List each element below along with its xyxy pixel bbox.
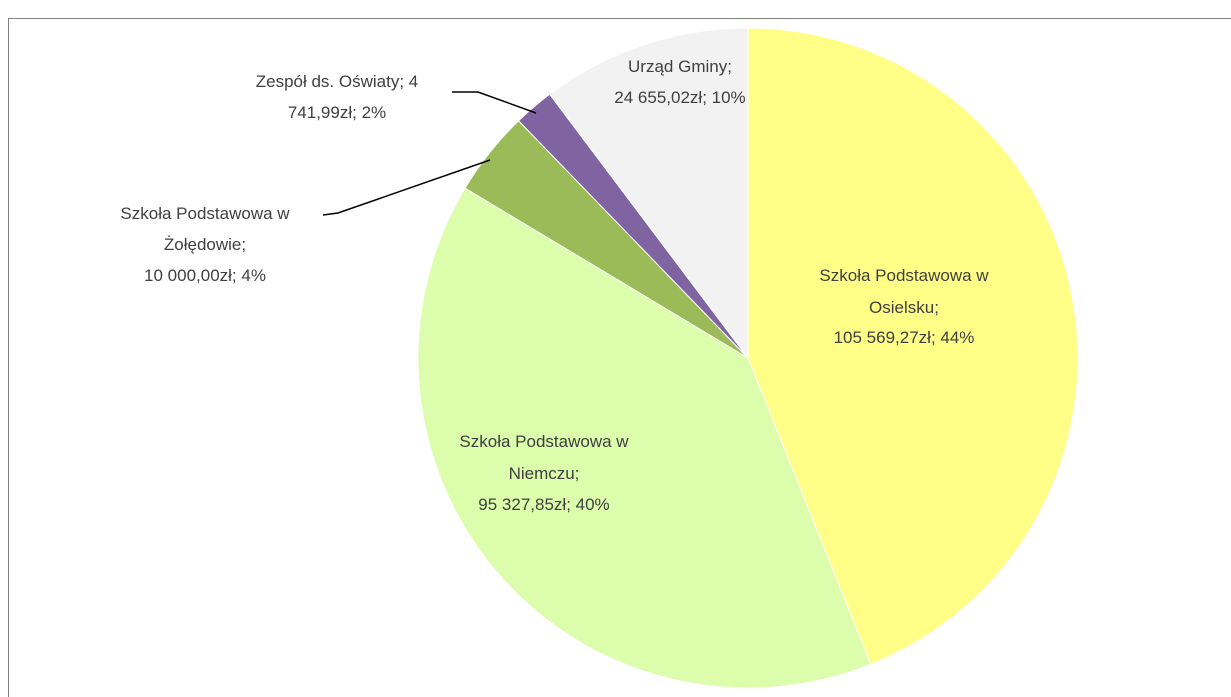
data-label: Szkoła Podstawowa w Osielsku; 105 569,27zł… [819,266,989,347]
data-label-line: 95 327,85zł; 40% [478,495,609,514]
data-label-line: 741,99zł; 2% [288,103,386,122]
pie-slice [747,27,1079,665]
data-label-line: Szkoła Podstawowa w [120,204,290,223]
leader-line [452,91,537,114]
data-label: Urząd Gminy; 24 655,02zł; 10% [614,57,745,107]
data-label-line: 105 569,27zł; 44% [834,328,975,347]
data-label-line: 24 655,02zł; 10% [614,88,745,107]
data-label-line: Żołędowie; [164,235,246,254]
data-label-line: Szkoła Podstawowa w [459,432,629,451]
data-label-line: Zespół ds. Oświaty; 4 [256,72,419,91]
data-label: Zespół ds. Oświaty; 4 741,99zł; 2% [256,72,419,122]
data-label-line: 10 000,00zł; 4% [144,266,266,285]
leader-line [322,159,491,216]
data-label-line: Szkoła Podstawowa w [819,266,989,285]
data-label-line: Niemczu; [509,464,580,483]
pie-slice [417,187,872,689]
pie-slice [548,27,749,360]
data-label-line: Osielsku; [869,298,939,317]
data-label-line: Urząd Gminy; [628,57,732,76]
data-label: Szkoła Podstawowa w Niemczu; 95 327,85zł; … [459,432,629,514]
data-label: Szkoła Podstawowa w Żołędowie; 10 000,00zł… [120,204,290,285]
